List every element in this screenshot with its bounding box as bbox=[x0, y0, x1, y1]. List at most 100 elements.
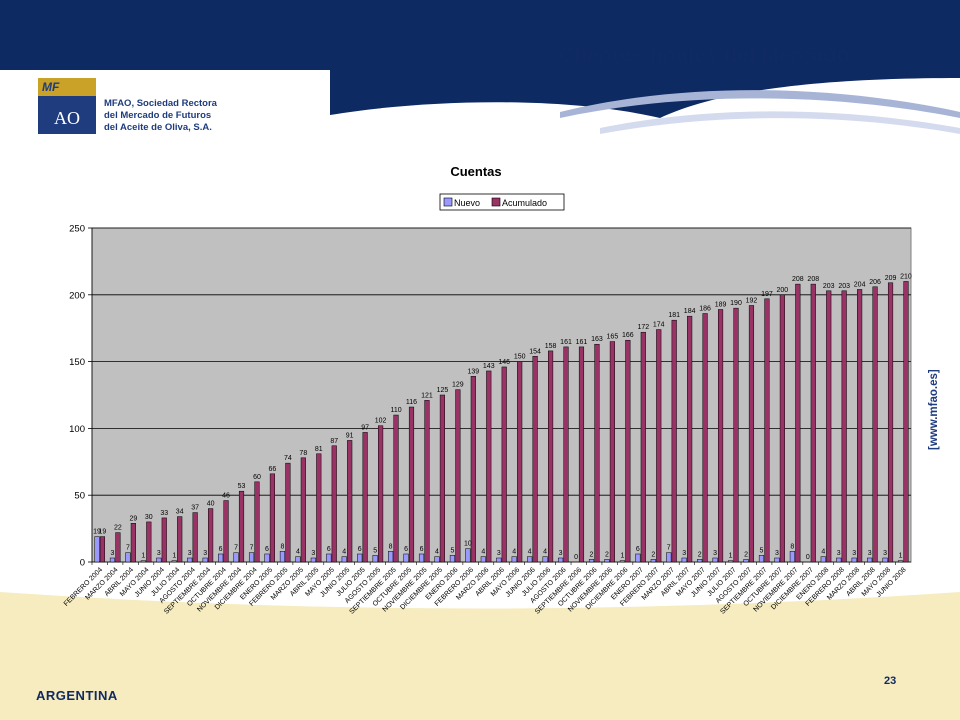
data-label-nuevo: 3 bbox=[203, 550, 207, 557]
data-label-nuevo: 2 bbox=[590, 551, 594, 558]
data-label-acumulado: 33 bbox=[160, 510, 168, 517]
bar-nuevo bbox=[434, 556, 440, 563]
bar-nuevo bbox=[728, 560, 734, 563]
bar-nuevo bbox=[867, 557, 873, 563]
data-label-nuevo: 2 bbox=[744, 551, 748, 558]
data-label-acumulado: 87 bbox=[330, 438, 338, 445]
data-label-acumulado: 209 bbox=[885, 275, 897, 282]
website-url[interactable]: [www.mfao.es] bbox=[928, 300, 948, 450]
bar-acumulado bbox=[331, 445, 337, 563]
data-label-nuevo: 0 bbox=[806, 554, 810, 561]
top-swoosh-light bbox=[560, 90, 960, 118]
data-label-acumulado: 186 bbox=[699, 306, 711, 313]
bar-acumulado bbox=[269, 473, 275, 563]
bar-acumulado bbox=[733, 307, 739, 563]
data-label-nuevo: 6 bbox=[265, 546, 269, 553]
top-navy-band bbox=[0, 0, 960, 118]
bar-nuevo bbox=[125, 552, 131, 563]
bar-nuevo bbox=[851, 557, 857, 563]
bar-nuevo bbox=[418, 553, 425, 563]
bar-acumulado bbox=[903, 281, 909, 563]
data-label-acumulado: 102 bbox=[375, 418, 387, 425]
footer-country: ARGENTINA bbox=[36, 688, 118, 703]
legend-swatch-acumulado bbox=[491, 197, 501, 207]
data-label-acumulado: 19 bbox=[99, 529, 107, 536]
bar-acumulado bbox=[702, 313, 708, 563]
data-label-nuevo: 6 bbox=[219, 546, 223, 553]
bar-nuevo bbox=[295, 556, 301, 563]
data-label-acumulado: 200 bbox=[777, 287, 789, 294]
bar-nuevo bbox=[604, 559, 610, 563]
bar-acumulado bbox=[99, 536, 106, 563]
plot-area bbox=[91, 227, 912, 563]
bar-acumulado bbox=[548, 350, 554, 563]
data-label-acumulado: 172 bbox=[637, 324, 649, 331]
data-label-acumulado: 121 bbox=[421, 392, 433, 399]
bar-nuevo bbox=[542, 556, 548, 563]
data-label-nuevo: 4 bbox=[512, 549, 516, 556]
bar-nuevo bbox=[187, 557, 193, 563]
data-label-nuevo: 4 bbox=[296, 549, 300, 556]
data-label-acumulado: 66 bbox=[269, 466, 277, 473]
bar-nuevo bbox=[697, 559, 703, 563]
data-label-nuevo: 7 bbox=[234, 545, 238, 552]
data-label-nuevo: 2 bbox=[605, 551, 609, 558]
bar-nuevo bbox=[388, 551, 394, 563]
bar-nuevo bbox=[758, 555, 765, 563]
bar-acumulado bbox=[656, 329, 662, 563]
data-label-nuevo: 4 bbox=[528, 549, 532, 556]
data-label-nuevo: 7 bbox=[667, 545, 671, 552]
bar-acumulado bbox=[625, 339, 631, 563]
data-label-acumulado: 166 bbox=[622, 332, 634, 339]
data-label-nuevo: 6 bbox=[420, 546, 424, 553]
logo-line-3: del Aceite de Oliva, S.A. bbox=[104, 122, 212, 133]
data-label-acumulado: 74 bbox=[284, 455, 292, 462]
bar-nuevo bbox=[109, 557, 116, 563]
bar-acumulado bbox=[826, 290, 832, 563]
bar-acumulado bbox=[748, 305, 755, 563]
bar-nuevo bbox=[264, 553, 270, 563]
logo-mark-top: MF bbox=[38, 78, 96, 96]
bar-acumulado bbox=[594, 343, 600, 563]
data-label-nuevo: 1 bbox=[172, 553, 176, 560]
data-label-nuevo: 4 bbox=[821, 549, 825, 556]
bottom-cream-band bbox=[0, 592, 960, 720]
data-label-nuevo: 5 bbox=[373, 547, 377, 554]
bar-acumulado bbox=[192, 512, 198, 563]
data-label-acumulado: 97 bbox=[361, 424, 369, 431]
data-label-acumulado: 208 bbox=[807, 276, 819, 283]
y-tick-label: 100 bbox=[69, 424, 85, 435]
data-label-nuevo: 3 bbox=[852, 550, 856, 557]
data-label-nuevo: 7 bbox=[250, 545, 254, 552]
data-label-nuevo: 6 bbox=[404, 546, 408, 553]
bar-nuevo bbox=[588, 559, 595, 563]
data-label-acumulado: 161 bbox=[576, 339, 588, 346]
bar-acumulado bbox=[887, 282, 894, 563]
bar-acumulado bbox=[393, 414, 399, 563]
bar-acumulado bbox=[764, 298, 770, 563]
data-label-nuevo: 19 bbox=[93, 529, 101, 536]
data-label-nuevo: 3 bbox=[188, 550, 192, 557]
chart-title: Cuentas bbox=[450, 164, 501, 179]
bar-nuevo bbox=[681, 557, 687, 563]
website-url-text[interactable]: [www.mfao.es] bbox=[928, 369, 940, 450]
bar-nuevo bbox=[233, 552, 239, 563]
data-label-acumulado: 150 bbox=[514, 354, 526, 361]
slide-title: Clientes finales del Mercado bbox=[559, 44, 850, 67]
data-label-acumulado: 190 bbox=[730, 300, 742, 307]
data-label-nuevo: 3 bbox=[713, 550, 717, 557]
data-label-acumulado: 163 bbox=[591, 336, 603, 343]
bar-acumulado bbox=[115, 532, 121, 563]
data-label-nuevo: 3 bbox=[311, 550, 315, 557]
bar-nuevo bbox=[635, 553, 641, 563]
top-swoosh-pale bbox=[600, 111, 960, 134]
y-tick-label: 200 bbox=[69, 290, 85, 301]
data-label-nuevo: 3 bbox=[111, 550, 115, 557]
data-label-nuevo: 8 bbox=[389, 543, 393, 550]
data-label-acumulado: 206 bbox=[869, 279, 881, 286]
bar-acumulado bbox=[347, 440, 353, 563]
bar-nuevo bbox=[326, 553, 332, 563]
bar-nuevo bbox=[496, 557, 502, 563]
legend-label-nuevo: Nuevo bbox=[454, 198, 480, 208]
